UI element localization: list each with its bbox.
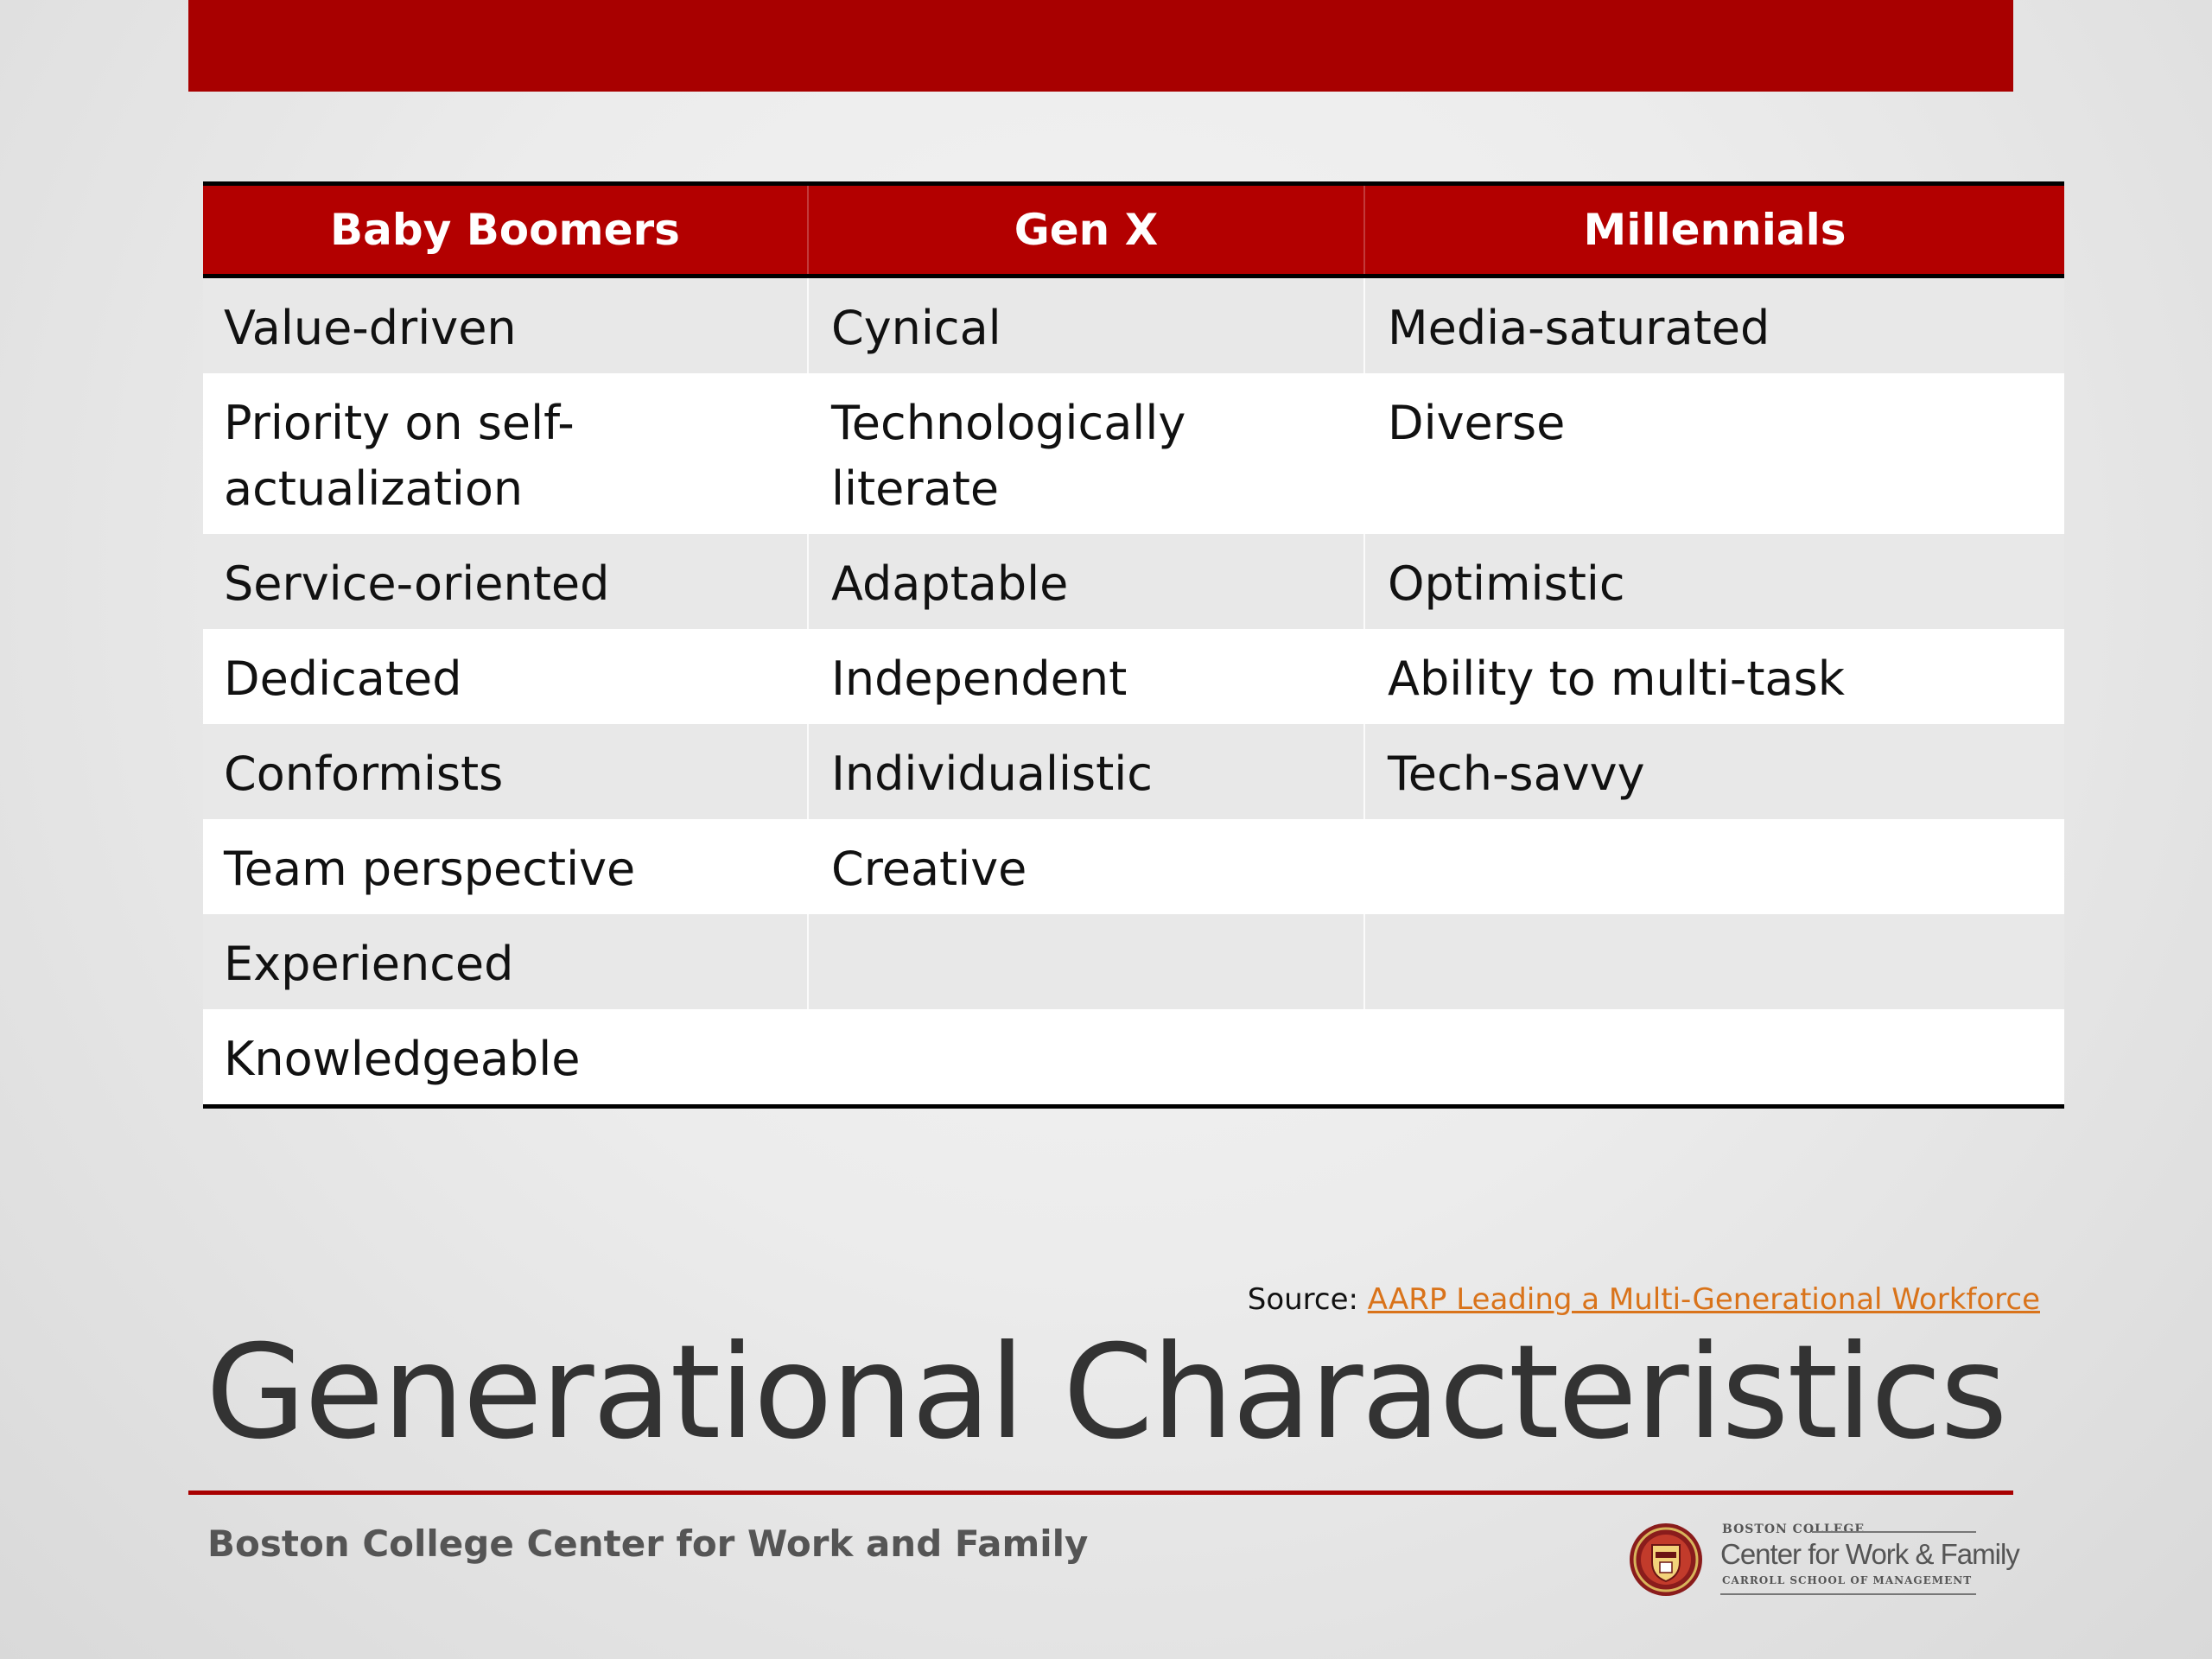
cell-baby-boomers: Dedicated	[203, 629, 808, 724]
cell-gen-x	[807, 1009, 1364, 1107]
center-logo: BOSTON COLLEGE Center for Work & Family …	[1629, 1522, 2020, 1605]
header-millennials: Millennials	[1363, 183, 2064, 278]
table-row: Priority on self-actualization Technolog…	[203, 373, 2064, 534]
cell-baby-boomers: Priority on self-actualization	[203, 373, 808, 534]
cell-baby-boomers: Experienced	[203, 914, 808, 1009]
table-row: Team perspective Creative	[203, 819, 2064, 914]
cell-gen-x: Creative	[807, 819, 1364, 914]
cell-millennials: Diverse	[1363, 373, 2064, 534]
cell-gen-x: Independent	[807, 629, 1364, 724]
logo-sub-text: CARROLL SCHOOL OF MANAGEMENT	[1722, 1574, 1973, 1586]
cell-millennials: Tech-savvy	[1363, 724, 2064, 819]
cell-gen-x: Individualistic	[807, 724, 1364, 819]
cell-baby-boomers: Service-oriented	[203, 534, 808, 629]
table-row: Knowledgeable	[203, 1009, 2064, 1107]
cell-millennials: Optimistic	[1363, 534, 2064, 629]
header-baby-boomers: Baby Boomers	[203, 183, 808, 278]
cell-millennials	[1363, 914, 2064, 1009]
table-row: Experienced	[203, 914, 2064, 1009]
table-row: Conformists Individualistic Tech-savvy	[203, 724, 2064, 819]
table-row: Dedicated Independent Ability to multi-t…	[203, 629, 2064, 724]
cell-gen-x: Adaptable	[807, 534, 1364, 629]
source-label: Source:	[1247, 1282, 1358, 1317]
cell-baby-boomers: Knowledgeable	[203, 1009, 808, 1107]
cell-gen-x: Cynical	[807, 276, 1364, 373]
source-link[interactable]: AARP Leading a Multi-Generational Workfo…	[1367, 1282, 2040, 1317]
cell-millennials: Ability to multi-task	[1363, 629, 2064, 724]
table-row: Value-driven Cynical Media-saturated	[203, 276, 2064, 373]
logo-top-text: BOSTON COLLEGE	[1722, 1522, 1866, 1536]
logo-bottom-rule	[1720, 1593, 1976, 1595]
cell-millennials	[1363, 1009, 2064, 1107]
cell-baby-boomers: Value-driven	[203, 276, 808, 373]
title-divider	[188, 1491, 2013, 1495]
cell-gen-x: Technologically literate	[807, 373, 1364, 534]
cell-millennials	[1363, 819, 2064, 914]
slide-title: Generational Characteristics	[206, 1318, 2008, 1468]
footer-organization: Boston College Center for Work and Famil…	[207, 1522, 1089, 1565]
boston-college-seal-icon	[1630, 1523, 1702, 1596]
cell-baby-boomers: Team perspective	[203, 819, 808, 914]
top-accent-bar	[188, 0, 2013, 92]
header-gen-x: Gen X	[807, 183, 1364, 278]
generations-table: Baby Boomers Gen X Millennials Value-dri…	[203, 181, 2064, 1109]
table-header-row: Baby Boomers Gen X Millennials	[203, 183, 2064, 278]
logo-main-text: Center for Work & Family	[1720, 1538, 2020, 1570]
logo-top-rule	[1812, 1531, 1976, 1533]
cell-baby-boomers: Conformists	[203, 724, 808, 819]
table-row: Service-oriented Adaptable Optimistic	[203, 534, 2064, 629]
cell-gen-x	[807, 914, 1364, 1009]
cell-millennials: Media-saturated	[1363, 276, 2064, 373]
source-citation: Source: AARP Leading a Multi-Generationa…	[1248, 1282, 2040, 1317]
